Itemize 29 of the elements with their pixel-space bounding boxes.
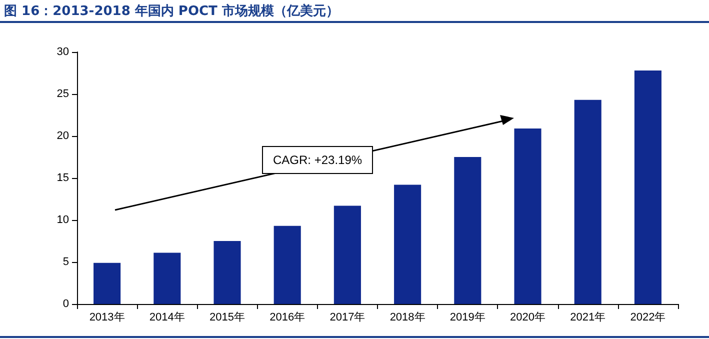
y-tick-label: 20 bbox=[56, 130, 69, 142]
bar bbox=[274, 226, 301, 304]
x-tick-label: 2018年 bbox=[390, 312, 426, 324]
bar bbox=[334, 206, 361, 304]
x-tick-label: 2015年 bbox=[210, 312, 245, 324]
chart-title: 图 16：2013-2018 年国内 POCT 市场规模（亿美元） bbox=[4, 2, 339, 20]
annotation: CAGR: +23.19% bbox=[262, 146, 374, 174]
y-tick-label: 30 bbox=[56, 46, 69, 58]
x-tick-label: 2016年 bbox=[270, 312, 306, 324]
y-tick-label: 15 bbox=[56, 172, 69, 184]
x-tick-label: 2022年 bbox=[630, 312, 666, 324]
bar bbox=[394, 184, 422, 304]
x-tick-label: 2013年 bbox=[89, 312, 125, 324]
x-tick-label: 2019年 bbox=[450, 312, 486, 324]
x-tick-label: 2020年 bbox=[510, 312, 546, 324]
bar bbox=[634, 70, 662, 304]
x-tick-label: 2014年 bbox=[149, 312, 185, 324]
y-tick-label: 25 bbox=[56, 88, 69, 100]
bar bbox=[574, 100, 602, 304]
y-tick-label: 10 bbox=[56, 214, 69, 226]
bar bbox=[454, 157, 482, 304]
bar bbox=[214, 241, 241, 304]
bar bbox=[514, 128, 542, 304]
x-tick-label: 2017年 bbox=[330, 312, 366, 324]
bar bbox=[154, 252, 181, 304]
x-tick-label: 2021年 bbox=[570, 312, 606, 324]
bar bbox=[94, 262, 121, 304]
y-tick-label: 5 bbox=[62, 256, 69, 268]
y-tick-label: 0 bbox=[62, 298, 69, 310]
